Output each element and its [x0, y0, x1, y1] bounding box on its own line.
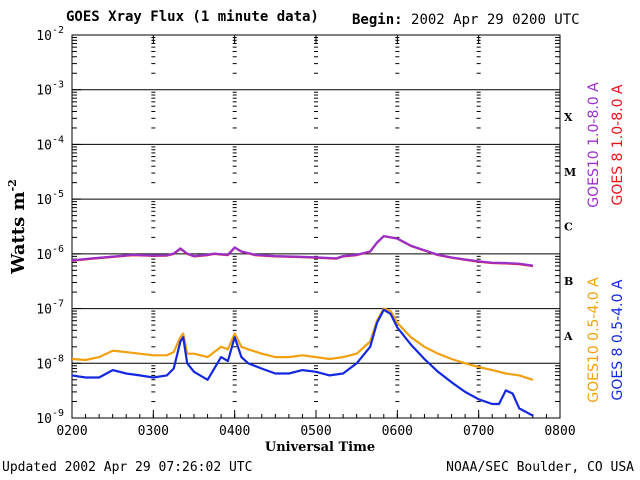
x-tick-label: 0600	[382, 424, 413, 439]
y-tick-label: 10-9	[36, 408, 64, 427]
legend-entry: GOES10 1.0-8.0 A	[586, 82, 602, 208]
series-line-3	[71, 308, 534, 417]
y-tick-label: 10-2	[36, 25, 64, 44]
y-axis-label: Watts m-2	[6, 179, 29, 275]
series-line-1	[71, 235, 534, 267]
flare-class-X: X	[564, 111, 573, 124]
flare-class-M: M	[564, 166, 576, 179]
x-tick-label: 0300	[138, 424, 169, 439]
y-tick-label: 10-4	[36, 134, 64, 153]
y-tick-label: 10-6	[36, 244, 64, 263]
flare-class-A: A	[563, 330, 573, 343]
flare-class-B: B	[564, 275, 573, 288]
y-tick-label: 10-7	[36, 299, 64, 318]
x-tick-label: 0200	[56, 424, 87, 439]
flare-class-C: C	[564, 221, 573, 234]
y-tick-label: 10-3	[36, 80, 64, 99]
updated-timestamp: Updated 2002 Apr 29 07:26:02 UTC	[2, 460, 253, 475]
y-tick-label: 10-8	[36, 353, 64, 372]
begin-label: Begin:	[352, 12, 403, 28]
x-tick-label: 0700	[463, 424, 494, 439]
begin-value: 2002 Apr 29 0200 UTC	[411, 12, 580, 28]
x-tick-label: 0400	[219, 424, 250, 439]
legend-entry: GOES 8 1.0-8.0 A	[610, 84, 626, 205]
x-tick-label: 0800	[544, 424, 575, 439]
x-tick-label: 0500	[300, 424, 331, 439]
series-line-2	[71, 307, 534, 381]
credit-text: NOAA/SEC Boulder, CO USA	[446, 460, 634, 475]
begin-time: Begin: 2002 Apr 29 0200 UTC	[352, 12, 580, 28]
x-axis-label: Universal Time	[264, 440, 376, 455]
legend-entry: GOES 8 0.5-4.0 A	[610, 279, 626, 400]
series-line-0	[71, 235, 534, 268]
y-tick-label: 10-5	[36, 189, 64, 208]
chart-title: GOES Xray Flux (1 minute data)	[66, 9, 319, 25]
legend-entry: GOES10 0.5-4.0 A	[586, 277, 602, 403]
